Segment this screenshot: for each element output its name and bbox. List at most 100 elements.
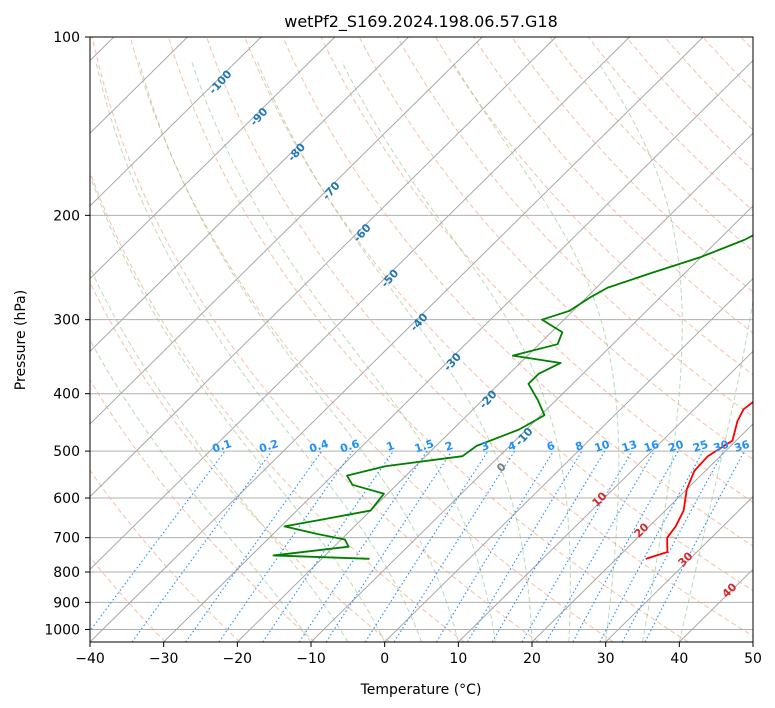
y-tick-label: 1000 [44, 622, 80, 638]
mixing-ratio-label: 0.6 [338, 437, 361, 455]
dry-adiabat [90, 170, 465, 642]
mixing-ratio-line [325, 450, 453, 642]
dewpoint-line [272, 234, 753, 560]
moist-adiabat [138, 61, 459, 642]
mixing-ratio-line [131, 450, 273, 642]
dry-adiabat [435, 37, 753, 376]
moist-adiabat [90, 174, 386, 642]
isotherm-line [90, 37, 262, 207]
y-tick-label: 600 [53, 491, 80, 507]
y-tick-label: 500 [53, 444, 80, 460]
moist-adiabat [341, 61, 571, 642]
moist-adiabat [191, 61, 496, 642]
dry-adiabat [397, 37, 753, 418]
x-tick-label: 40 [670, 651, 688, 667]
dry-adiabat [358, 37, 753, 460]
isotherm-line [605, 495, 753, 642]
dry-adiabat [549, 37, 753, 252]
mixing-ratio-line [298, 450, 428, 642]
moist-adiabat [90, 266, 349, 642]
moist-adiabat [95, 61, 422, 642]
y-tick-label: 100 [53, 30, 80, 46]
x-tick-label: −40 [75, 651, 105, 667]
isotherm-line [90, 37, 409, 352]
y-tick-label: 900 [53, 595, 80, 611]
isotherm-line [90, 37, 557, 498]
plot-frame [89, 36, 754, 643]
dry-adiabat [244, 37, 753, 592]
mixing-ratio-label: 36 [733, 438, 752, 455]
temperature-line [645, 400, 753, 560]
moist-adiabat [256, 61, 533, 642]
mixing-ratio-line [599, 450, 704, 642]
axes: −40 −30 −20 −10 0 10 20 30 40 5010020030040050060… [44, 30, 762, 667]
moist-adiabat [678, 298, 753, 642]
mixing-ratio-label: 13 [620, 438, 639, 455]
dry-adiabat [91, 37, 540, 642]
dry-adiabat [90, 469, 241, 642]
dry-adiabat [282, 37, 753, 547]
mixing-ratio-label: 6 [545, 439, 557, 454]
x-axis-label: Temperature (°C) [360, 682, 482, 698]
mixing-ratio-label: 2 [443, 439, 454, 454]
isotherm-line [163, 59, 753, 642]
x-tick-label: 0 [380, 651, 389, 667]
mixing-ratio-line [435, 450, 554, 642]
isotherm-line [531, 423, 753, 642]
mixing-ratio-label: 10 [593, 438, 612, 455]
isotherm-line [310, 205, 753, 642]
y-tick-label: 800 [53, 565, 80, 581]
mixing-ratio-label: 16 [642, 438, 661, 455]
mixing-ratio-label: 1.5 [413, 437, 436, 455]
plot-area [90, 37, 753, 642]
dry-adiabat [206, 37, 753, 637]
mixing-ratio-label: 0.2 [258, 437, 281, 455]
x-tick-label: 50 [744, 651, 762, 667]
moist-adiabat [597, 61, 683, 642]
moist-adiabat [90, 339, 312, 642]
x-tick-label: 20 [523, 651, 541, 667]
dry-adiabat [90, 379, 316, 642]
y-tick-label: 300 [53, 313, 80, 329]
x-tick-label: −30 [149, 651, 179, 667]
mixing-ratio-line [262, 450, 394, 642]
isotherm-line [90, 37, 704, 642]
dry-adiabat [168, 37, 689, 642]
mixing-ratio-label: 20 [667, 438, 686, 455]
mixing-ratio-line [90, 450, 226, 632]
mixing-ratio-line [185, 450, 323, 642]
mixing-ratio-label: 8 [574, 439, 585, 454]
data-series [272, 234, 753, 560]
chart-title: wetPf2_S169.2024.198.06.57.G18 [284, 12, 558, 32]
mixing-ratio-label: 0.4 [308, 437, 331, 455]
isotherm-line [457, 350, 753, 642]
x-tick-label: 10 [449, 651, 467, 667]
x-tick-label: 30 [597, 651, 615, 667]
dry-adiabat [129, 37, 614, 642]
mixing-ratio-line [545, 450, 655, 642]
isotherm-line [90, 37, 336, 280]
y-tick-label: 400 [53, 387, 80, 403]
isotherm-line [90, 37, 630, 571]
dry-adiabat [626, 37, 753, 171]
mixing-ratio-label: 0.1 [211, 437, 234, 455]
y-tick-label: 700 [53, 531, 80, 547]
mixing-ratio-label: 25 [691, 438, 710, 455]
y-tick-label: 200 [53, 208, 80, 224]
mixing-ratio-line [364, 450, 489, 642]
x-tick-label: −10 [296, 651, 326, 667]
mixing-ratio-label: 4 [506, 439, 518, 454]
isotherm-line [384, 277, 753, 642]
x-tick-label: −20 [223, 651, 253, 667]
y-axis-label: Pressure (hPa) [13, 290, 29, 390]
mixing-ratio-line [393, 450, 516, 642]
mixing-ratio-label: 3 [480, 439, 491, 454]
mixing-ratio-line [572, 450, 679, 642]
isotherm-line [90, 37, 483, 425]
isotherm-line [236, 132, 753, 642]
mixing-ratio-label: 30 [712, 438, 731, 455]
mixing-ratio-label: 1 [385, 439, 396, 454]
moist-adiabat [452, 61, 620, 642]
